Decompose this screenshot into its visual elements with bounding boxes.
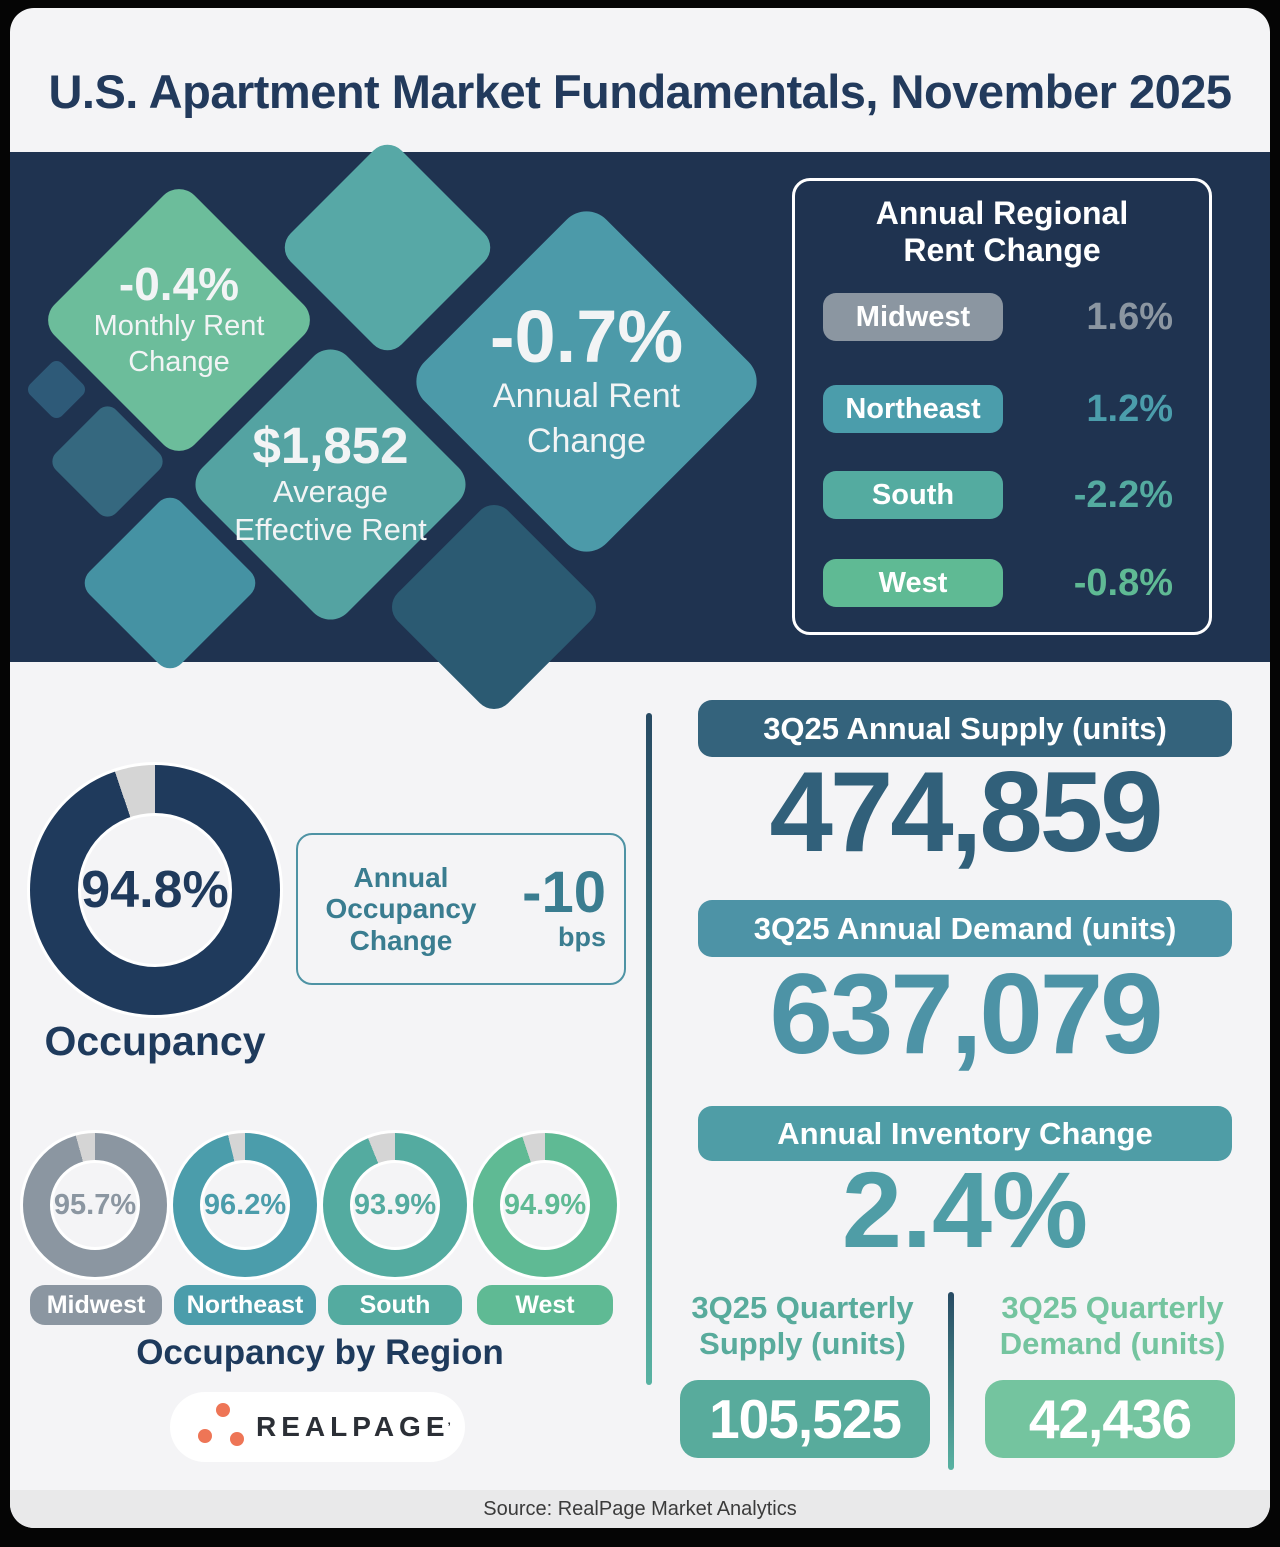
south-occupancy-value: 93.9% bbox=[353, 1188, 437, 1221]
quarterly-demand-label: 3Q25 Quarterly Demand (units) bbox=[970, 1290, 1255, 1361]
average-effective-rent-text: $1,852 Average Effective Rent bbox=[228, 382, 433, 587]
quarterly-supply-label-line1: 3Q25 Quarterly bbox=[691, 1290, 914, 1325]
infographic-card: U.S. Apartment Market Fundamentals, Nove… bbox=[10, 8, 1270, 1528]
occupancy-donut-chart: 94.8% bbox=[30, 765, 280, 1015]
average-effective-rent-label-2: Effective Rent bbox=[234, 512, 427, 548]
west-donut-hole: 94.9% bbox=[500, 1160, 590, 1250]
northeast-occupancy-value: 96.2% bbox=[203, 1188, 287, 1221]
occ-change-label-line3: Change bbox=[349, 924, 453, 956]
inventory-change-value: 2.4% bbox=[841, 1149, 1089, 1270]
quarterly-supply-value-pill: 105,525 bbox=[680, 1380, 930, 1458]
regional-panel-title: Annual Regional Rent Change bbox=[795, 195, 1209, 269]
west-region-pill: West bbox=[823, 559, 1003, 607]
annual-rent-change-diamond: -0.7% Annual Rent Change bbox=[404, 199, 769, 564]
annual-rent-change-text: -0.7% Annual Rent Change bbox=[458, 253, 715, 510]
occupancy-value: 94.8% bbox=[81, 861, 229, 919]
south-donut-hole: 93.9% bbox=[350, 1160, 440, 1250]
midwest-donut-hole: 95.7% bbox=[50, 1160, 140, 1250]
annual-occupancy-change-label: Annual Occupancy Change bbox=[306, 862, 496, 956]
occupancy-label: Occupancy bbox=[44, 1018, 266, 1064]
realpage-logo: REALPAGE’ bbox=[170, 1392, 465, 1462]
annual-rent-change-label-1: Annual Rent bbox=[492, 377, 681, 416]
logo-wordmark: REALPAGE bbox=[256, 1411, 450, 1442]
regional-row-midwest: Midwest 1.6% bbox=[795, 293, 1209, 341]
annual-supply-value: 474,859 bbox=[769, 749, 1163, 876]
occupancy-by-region-caption: Occupancy by Region bbox=[136, 1333, 504, 1372]
midwest-occupancy-value: 95.7% bbox=[53, 1188, 137, 1221]
inventory-change-header-pill: Annual Inventory Change bbox=[698, 1106, 1232, 1161]
occ-change-unit: bps bbox=[557, 922, 606, 953]
annual-demand-header-pill: 3Q25 Annual Demand (units) bbox=[698, 900, 1232, 957]
annual-rent-change-label-2: Change bbox=[526, 421, 647, 460]
regional-row-northeast: Northeast 1.2% bbox=[795, 385, 1209, 433]
occ-change-label-line2: Occupancy bbox=[325, 893, 477, 925]
midwest-label-pill: Midwest bbox=[30, 1285, 162, 1325]
northeast-occupancy-donut: 96.2% bbox=[173, 1133, 317, 1277]
south-label-pill: South bbox=[328, 1285, 462, 1325]
south-rent-change-value: -2.2% bbox=[1073, 473, 1173, 516]
trademark-icon: ’ bbox=[447, 1420, 451, 1434]
quarterly-supply-label-line2: Supply (units) bbox=[699, 1325, 906, 1361]
regional-row-south: South -2.2% bbox=[795, 471, 1209, 519]
midwest-region-pill: Midwest bbox=[823, 293, 1003, 341]
west-occupancy-value: 94.9% bbox=[503, 1188, 587, 1221]
logo-dot-icon bbox=[230, 1432, 244, 1446]
northeast-donut-hole: 96.2% bbox=[200, 1160, 290, 1250]
quarterly-demand-value-pill: 42,436 bbox=[985, 1380, 1235, 1458]
northeast-region-pill: Northeast bbox=[823, 385, 1003, 433]
average-effective-rent-label-1: Average bbox=[273, 473, 388, 509]
regional-panel-title-line2: Rent Change bbox=[903, 232, 1101, 269]
average-effective-rent-value: $1,852 bbox=[252, 416, 409, 474]
northeast-rent-change-value: 1.2% bbox=[1086, 387, 1173, 430]
midwest-rent-change-value: 1.6% bbox=[1086, 295, 1173, 338]
northeast-label-pill: Northeast bbox=[174, 1285, 316, 1325]
west-occupancy-donut: 94.9% bbox=[473, 1133, 617, 1277]
annual-demand-value: 637,079 bbox=[769, 951, 1163, 1078]
regional-panel-title-line1: Annual Regional bbox=[875, 195, 1129, 231]
logo-dot-icon bbox=[216, 1403, 230, 1417]
west-label-pill: West bbox=[477, 1285, 613, 1325]
annual-rent-change-value: -0.7% bbox=[489, 295, 684, 379]
annual-regional-rent-change-panel: Annual Regional Rent Change Midwest 1.6%… bbox=[792, 178, 1212, 635]
annual-supply-header-pill: 3Q25 Annual Supply (units) bbox=[698, 700, 1232, 757]
monthly-rent-change-value: -0.4% bbox=[118, 257, 240, 310]
south-region-pill: South bbox=[823, 471, 1003, 519]
annual-occupancy-change-value: -10 bps bbox=[496, 859, 606, 953]
page-title: U.S. Apartment Market Fundamentals, Nove… bbox=[48, 65, 1232, 118]
west-rent-change-value: -0.8% bbox=[1073, 561, 1173, 604]
quarterly-demand-label-line2: Demand (units) bbox=[999, 1325, 1226, 1361]
quarterly-demand-label-line1: 3Q25 Quarterly bbox=[1001, 1290, 1224, 1325]
annual-occupancy-change-box: Annual Occupancy Change -10 bps bbox=[296, 833, 626, 985]
regional-row-west: West -0.8% bbox=[795, 559, 1209, 607]
realpage-logo-text: REALPAGE’ bbox=[256, 1392, 451, 1462]
occ-change-number: -10 bbox=[522, 859, 606, 925]
quarterly-divider bbox=[948, 1292, 954, 1470]
monthly-rent-change-label-1: Monthly Rent bbox=[93, 309, 265, 342]
monthly-rent-change-label-2: Change bbox=[128, 346, 230, 379]
occ-change-label-line1: Annual bbox=[353, 861, 449, 893]
quarterly-supply-label: 3Q25 Quarterly Supply (units) bbox=[660, 1290, 945, 1361]
source-attribution: Source: RealPage Market Analytics bbox=[10, 1490, 1270, 1528]
logo-dot-icon bbox=[198, 1429, 212, 1443]
column-divider bbox=[646, 713, 652, 1385]
south-occupancy-donut: 93.9% bbox=[323, 1133, 467, 1277]
occupancy-donut-hole: 94.8% bbox=[78, 813, 232, 967]
midwest-occupancy-donut: 95.7% bbox=[23, 1133, 167, 1277]
